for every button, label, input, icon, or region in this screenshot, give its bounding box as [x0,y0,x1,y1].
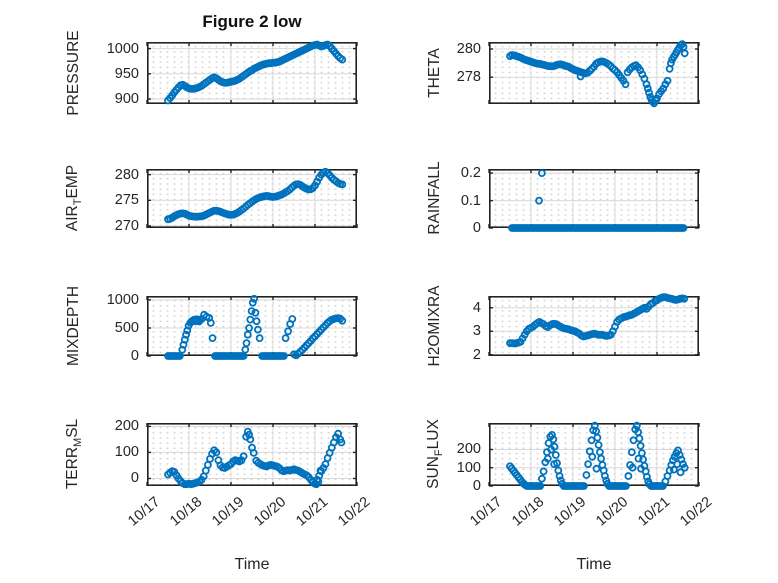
data-markers [506,40,689,108]
plot-canvas-h2omixra [488,293,700,357]
data-markers [164,294,347,360]
plot-canvas-theta [488,40,700,108]
x-tick-label: 10/17 [467,494,506,530]
ylabel-sunflux: SUNFLUX [425,419,445,489]
ylabel-text: H2OMIXRA [426,285,443,367]
y-tick-label-rainfall: 0.2 [460,165,481,182]
ylabel-text: AIR [64,205,81,232]
subplot-h2omixra [488,293,700,357]
plot-canvas-terr_msl [146,423,358,489]
data-markers [506,421,689,490]
x-tick-label: 10/21 [293,494,332,530]
ylabel-text: RAINFALL [426,161,443,235]
y-tick-label-sun_flux: 0 [472,478,481,494]
plot-canvas-mixdepth [146,294,358,360]
ylabel-text: PRESSURE [65,30,82,116]
subplot-theta [488,40,700,108]
data-markers [508,169,688,232]
subplot-rainfall [488,169,700,232]
data-markers [164,427,346,489]
ylabel-terrmsl: TERRMSL [64,419,84,489]
y-tick-label-sun_flux: 100 [456,459,481,476]
x-tick-label: 10/22 [677,494,716,530]
subplot-pressure [146,40,358,105]
subplot-sunflux [488,421,700,490]
subplot-airtemp [146,167,358,229]
ylabel-text: LUX [425,419,442,450]
x-tick-label: 10/18 [167,494,206,530]
ylabel-rainfall: RAINFALL [426,161,444,234]
y-tick-label-pressure: 900 [114,90,139,107]
ylabel-subscript: T [72,198,84,206]
y-tick-label-air_temp: 270 [114,217,139,234]
plot-canvas-pressure [146,40,358,105]
y-tick-label-mixdepth: 1000 [106,291,139,308]
xaxis-label-right: Time [576,556,612,573]
data-markers [164,40,347,105]
ylabel-text: MIXDEPTH [65,285,82,367]
subplot-mixdepth [146,294,358,360]
ylabel-text: EMP [64,164,81,199]
y-tick-label-theta: 278 [456,69,481,86]
y-tick-label-pressure: 1000 [106,40,139,57]
x-tick-label: 10/19 [209,494,248,530]
x-tick-label: 10/20 [251,494,290,530]
y-tick-label-rainfall: 0 [472,220,481,236]
x-tick-label: 10/18 [509,494,548,530]
y-tick-label-pressure: 950 [114,65,139,82]
x-tick-label: 10/21 [635,494,674,530]
ylabel-h2omixra: H2OMIXRA [426,286,444,367]
ylabel-subscript: F [433,449,445,457]
y-tick-label-air_temp: 275 [114,192,139,209]
figure-title: Figure 2 low [202,12,302,31]
y-tick-label-terr_msl: 100 [114,444,139,461]
ylabel-airtemp: AIRTEMP [64,165,84,231]
y-tick-label-terr_msl: 200 [114,418,139,435]
ylabel-text: TERR [64,446,81,490]
x-tick-label: 10/19 [551,494,590,530]
y-tick-label-h2omixra: 3 [472,323,481,340]
x-tick-label: 10/17 [125,494,164,530]
y-tick-label-rainfall: 0.1 [460,192,481,209]
subplot-terrmsl [146,423,358,489]
ylabel-mixdepth: MIXDEPTH [65,286,83,366]
y-tick-label-h2omixra: 2 [472,346,481,363]
y-tick-label-h2omixra: 4 [472,299,481,316]
plot-canvas-rainfall [488,169,700,232]
ylabel-text: SUN [425,456,442,489]
ylabel-pressure: PRESSURE [65,30,83,115]
y-tick-label-mixdepth: 0 [130,348,139,364]
ylabel-theta: THETA [426,48,444,98]
y-tick-label-mixdepth: 500 [114,319,139,336]
x-tick-label: 10/20 [593,494,632,530]
y-tick-label-terr_msl: 0 [130,470,139,487]
x-tick-label: 10/22 [335,494,374,530]
y-tick-label-sun_flux: 200 [456,441,481,458]
ylabel-subscript: M [72,437,84,447]
y-tick-label-theta: 280 [456,41,481,58]
plot-canvas-air_temp [146,167,358,229]
xaxis-label-left: Time [234,556,270,573]
y-tick-label-air_temp: 280 [114,166,139,183]
plot-canvas-sun_flux [488,421,700,490]
ylabel-text: SL [64,418,81,438]
ylabel-text: THETA [426,48,443,98]
data-markers [506,293,689,348]
data-markers [164,167,347,224]
